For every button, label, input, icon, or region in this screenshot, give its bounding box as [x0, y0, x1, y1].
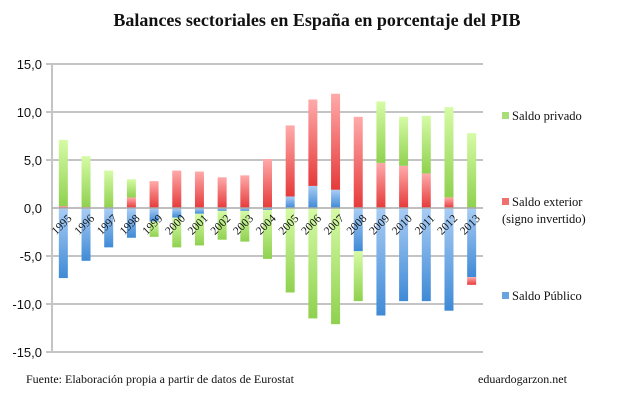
- bar-privado-1997: [104, 170, 114, 208]
- bar-pblico-2005: [285, 196, 295, 208]
- bar-exterior-2003: [240, 175, 250, 208]
- bar-exterior-2005: [285, 125, 295, 197]
- bar-pblico-2001: [194, 208, 204, 214]
- y-tick-label: 0,0: [24, 201, 42, 216]
- y-tick-label: 15,0: [17, 57, 42, 72]
- bar-exterior-2004: [263, 159, 272, 208]
- bar-pblico-2006: [308, 185, 318, 208]
- bar-privado-2013: [467, 133, 477, 208]
- bar-pblico-1995: [58, 208, 68, 279]
- source-note: Fuente: Elaboración propia a partir de d…: [26, 372, 294, 386]
- legend-item-public: Saldo Público: [502, 288, 582, 305]
- y-tick-label: -5,0: [20, 249, 42, 264]
- bar-exterior-2010: [399, 165, 409, 208]
- legend-swatch-public: [502, 292, 509, 299]
- chart-title: Balances sectoriales en España en porcen…: [113, 10, 521, 30]
- bar-pblico-2010: [399, 208, 409, 302]
- bar-pblico-1997: [104, 208, 114, 248]
- bar-exterior-2009: [376, 162, 386, 208]
- bar-exterior-2006: [308, 99, 318, 186]
- legend-label: (signo invertido): [502, 212, 586, 226]
- bar-exterior-2007: [331, 93, 341, 190]
- bar-privado-2006: [308, 208, 318, 319]
- bar-privado-2001: [194, 213, 204, 246]
- bar-exterior-1999: [149, 181, 159, 208]
- bar-pblico-2008: [353, 208, 363, 252]
- y-tick-label: 5,0: [24, 153, 42, 168]
- bar-pblico-2011: [421, 208, 431, 302]
- bar-privado-2008: [353, 251, 363, 302]
- bar-privado-2012: [444, 107, 454, 198]
- bar-pblico-2002: [217, 208, 227, 211]
- bar-pblico-2013: [467, 208, 477, 278]
- bar-privado-2009: [376, 101, 386, 163]
- bar-privado-2005: [285, 208, 295, 293]
- bar-pblico-2004: [263, 208, 272, 210]
- bar-privado-1999: [149, 221, 159, 237]
- bar-pblico-1996: [81, 208, 91, 261]
- bar-pblico-2007: [331, 189, 341, 208]
- legend-item-private: Saldo privado: [502, 108, 582, 125]
- bar-privado-2003: [240, 210, 250, 242]
- bar-pblico-2003: [240, 208, 250, 211]
- y-tick-label: -10,0: [12, 297, 42, 312]
- bar-exterior-1998: [126, 197, 136, 208]
- bar-exterior-2013: [467, 277, 477, 285]
- bar-privado-2004: [263, 209, 272, 259]
- bar-pblico-1998: [126, 208, 136, 238]
- bar-pblico-1999: [149, 208, 159, 222]
- bar-privado-2002: [217, 210, 227, 240]
- bar-privado-1995: [58, 139, 68, 207]
- bar-exterior-2001: [194, 171, 204, 208]
- bar-privado-2011: [421, 115, 431, 174]
- bar-exterior-1995: [58, 206, 68, 208]
- bar-exterior-2002: [217, 177, 227, 208]
- bar-exterior-2008: [353, 116, 363, 208]
- y-tick-label: 10,0: [17, 105, 42, 120]
- legend-swatch-private: [502, 112, 509, 119]
- bar-pblico-2000: [172, 208, 182, 218]
- bar-exterior-2000: [172, 170, 182, 208]
- bar-privado-1996: [81, 156, 91, 208]
- site-credit: eduardogarzon.net: [478, 372, 567, 386]
- bar-privado-2010: [399, 116, 409, 166]
- legend-item-exterior: Saldo exterior (signo invertido): [502, 194, 586, 228]
- bar-privado-2007: [331, 208, 341, 325]
- legend-label: Saldo exterior: [512, 195, 583, 209]
- legend-label: Saldo privado: [512, 109, 582, 123]
- y-tick-label: -15,0: [12, 345, 42, 360]
- bar-exterior-2012: [444, 197, 454, 208]
- legend-swatch-exterior: [502, 198, 509, 205]
- legend-label: Saldo Público: [512, 289, 582, 303]
- bar-exterior-2011: [421, 173, 431, 208]
- bar-privado-2000: [172, 217, 182, 248]
- bar-pblico-2009: [376, 208, 386, 316]
- bar-pblico-2012: [444, 208, 454, 311]
- bar-privado-1998: [126, 179, 136, 198]
